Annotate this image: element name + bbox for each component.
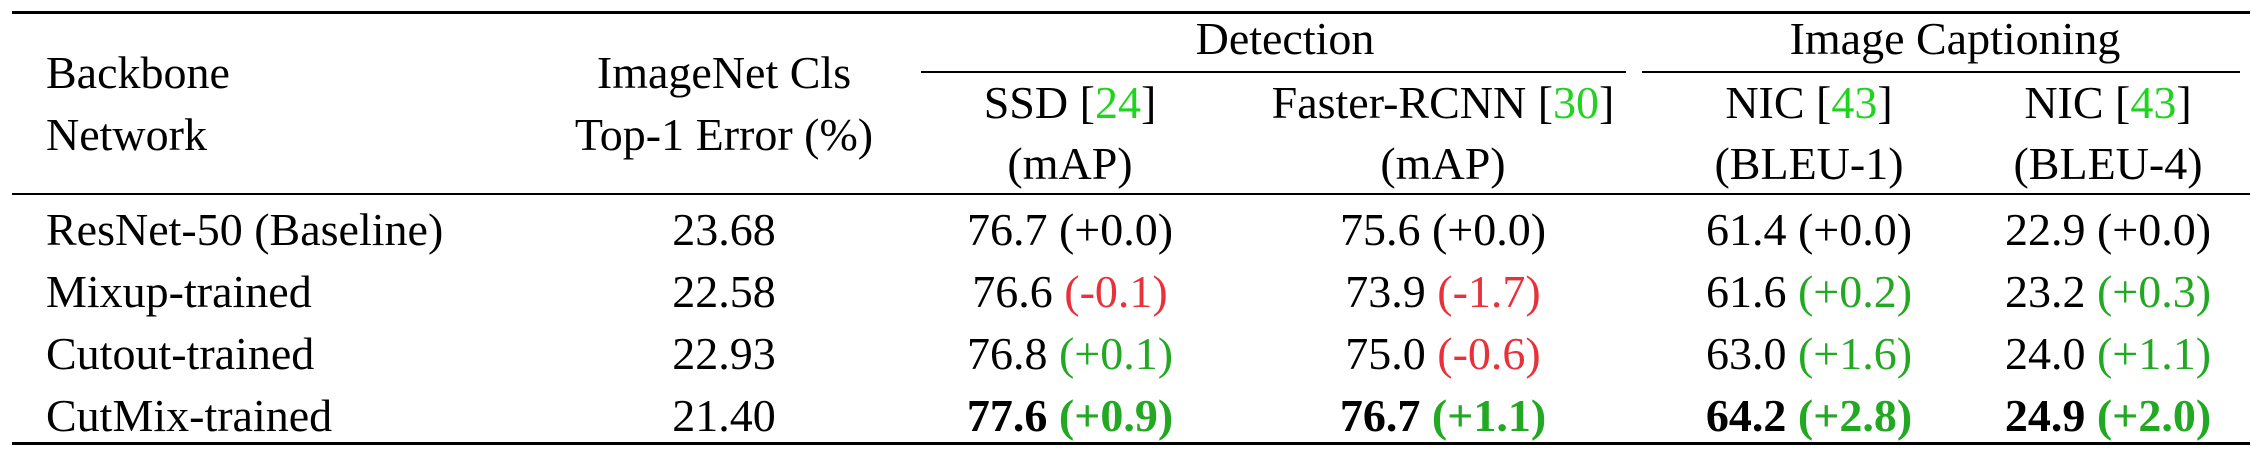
- cell-ssd: 76.7 (+0.0): [966, 204, 1174, 255]
- header-metric-faster-rcnn: (mAP): [1380, 138, 1506, 189]
- cell-nic-bleu4: 23.2 (+0.3): [2004, 266, 2212, 317]
- row-name: Mixup-trained: [46, 266, 312, 317]
- row-name: Cutout-trained: [46, 328, 315, 379]
- row-name: ResNet-50 (Baseline): [46, 204, 444, 255]
- header-imagenet-line1: ImageNet Cls: [596, 47, 852, 98]
- cell-nic-bleu4: 24.0 (+1.1): [2004, 328, 2212, 379]
- cell-faster-rcnn: 73.9 (-1.7): [1345, 266, 1541, 317]
- cell-faster-rcnn: 75.6 (+0.0): [1339, 204, 1547, 255]
- header-group-detection: Detection: [1195, 13, 1375, 64]
- header-imagenet-line2: Top-1 Error (%): [574, 109, 874, 160]
- header-metric-nic-bleu4: (BLEU-4): [2013, 138, 2203, 189]
- cell-ssd: 76.6 (-0.1): [972, 266, 1168, 317]
- citation-ref[interactable]: 30: [1553, 77, 1600, 128]
- row-imagenet: 22.58: [672, 266, 776, 317]
- header-metric-nic-bleu1: (BLEU-1): [1714, 138, 1904, 189]
- cell-nic-bleu1: 63.0 (+1.6): [1705, 328, 1913, 379]
- citation-ref[interactable]: 43: [2130, 77, 2177, 128]
- cell-faster-rcnn-best: 76.7 (+1.1): [1339, 390, 1547, 441]
- citation-ref[interactable]: 24: [1094, 77, 1141, 128]
- row-imagenet: 23.68: [672, 204, 776, 255]
- header-group-captioning: Image Captioning: [1789, 13, 2121, 64]
- header-backbone-line2: Network: [46, 109, 207, 160]
- cell-nic-bleu4-best: 24.9 (+2.0): [2004, 390, 2212, 441]
- cell-nic-bleu1: 61.4 (+0.0): [1705, 204, 1913, 255]
- bottom-rule: [12, 442, 2250, 445]
- cell-faster-rcnn: 75.0 (-0.6): [1345, 328, 1541, 379]
- citation-ref[interactable]: 43: [1831, 77, 1878, 128]
- cell-nic-bleu1: 61.6 (+0.2): [1705, 266, 1913, 317]
- header-backbone-line1: Backbone: [46, 47, 230, 98]
- cell-ssd: 76.8 (+0.1): [966, 328, 1174, 379]
- captioning-group-underline: [1642, 71, 2240, 73]
- header-metric-ssd: (mAP): [1007, 138, 1133, 189]
- header-col-nic-bleu4: NIC [43]: [2024, 77, 2192, 128]
- row-imagenet: 21.40: [672, 390, 776, 441]
- row-imagenet: 22.93: [672, 328, 776, 379]
- top-rule: [12, 11, 2250, 14]
- header-bottom-rule: [12, 193, 2250, 195]
- cell-nic-bleu1-best: 64.2 (+2.8): [1705, 390, 1913, 441]
- cell-nic-bleu4: 22.9 (+0.0): [2004, 204, 2212, 255]
- header-col-faster-rcnn: Faster-RCNN [30]: [1271, 77, 1615, 128]
- header-col-ssd: SSD [24]: [983, 77, 1157, 128]
- header-col-nic-bleu1: NIC [43]: [1725, 77, 1893, 128]
- detection-group-underline: [921, 71, 1626, 73]
- cell-ssd-best: 77.6 (+0.9): [966, 390, 1174, 441]
- row-name: CutMix-trained: [46, 390, 333, 441]
